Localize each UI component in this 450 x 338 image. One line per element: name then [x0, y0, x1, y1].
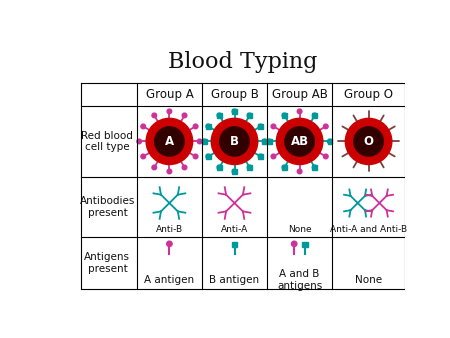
Circle shape: [155, 127, 184, 156]
Text: A: A: [165, 135, 174, 148]
FancyBboxPatch shape: [262, 139, 267, 144]
Circle shape: [312, 113, 317, 118]
Text: Antigens
present: Antigens present: [85, 252, 130, 274]
FancyBboxPatch shape: [258, 154, 263, 159]
Circle shape: [206, 154, 211, 159]
Circle shape: [167, 169, 172, 174]
FancyBboxPatch shape: [202, 139, 207, 144]
Circle shape: [232, 109, 237, 114]
Circle shape: [197, 139, 202, 144]
Circle shape: [324, 124, 328, 129]
Circle shape: [152, 113, 157, 118]
Circle shape: [267, 139, 272, 144]
FancyBboxPatch shape: [248, 165, 252, 170]
FancyBboxPatch shape: [302, 242, 308, 247]
Circle shape: [152, 165, 157, 170]
FancyBboxPatch shape: [232, 169, 237, 174]
Circle shape: [262, 139, 267, 144]
Circle shape: [324, 154, 328, 159]
Circle shape: [258, 124, 263, 129]
Circle shape: [193, 154, 198, 159]
Circle shape: [141, 124, 145, 129]
Circle shape: [167, 109, 172, 114]
FancyBboxPatch shape: [248, 113, 252, 118]
Text: None: None: [288, 225, 311, 234]
FancyBboxPatch shape: [217, 113, 222, 118]
Text: None: None: [355, 275, 382, 285]
Text: B antigen: B antigen: [209, 275, 260, 285]
Circle shape: [248, 113, 252, 118]
FancyBboxPatch shape: [206, 154, 211, 159]
Text: Antibodies
present: Antibodies present: [80, 196, 135, 218]
Text: Group AB: Group AB: [272, 88, 328, 101]
Circle shape: [292, 241, 297, 246]
Text: Group B: Group B: [211, 88, 258, 101]
Circle shape: [211, 118, 258, 165]
FancyBboxPatch shape: [267, 139, 272, 144]
Text: Blood Typing: Blood Typing: [168, 51, 318, 73]
Circle shape: [232, 169, 237, 174]
Text: A and B
antigens: A and B antigens: [277, 269, 322, 291]
Circle shape: [202, 139, 207, 144]
Circle shape: [282, 113, 287, 118]
FancyBboxPatch shape: [206, 124, 211, 129]
Text: O: O: [364, 135, 374, 148]
Circle shape: [282, 165, 287, 170]
Circle shape: [276, 118, 323, 165]
Circle shape: [217, 113, 222, 118]
Circle shape: [182, 113, 187, 118]
Circle shape: [258, 154, 263, 159]
FancyBboxPatch shape: [312, 113, 317, 118]
Circle shape: [193, 124, 198, 129]
Circle shape: [297, 169, 302, 174]
Circle shape: [312, 165, 317, 170]
FancyBboxPatch shape: [258, 124, 263, 129]
FancyBboxPatch shape: [328, 139, 332, 144]
Text: Anti-B: Anti-B: [156, 225, 183, 234]
Text: B: B: [230, 135, 239, 148]
FancyBboxPatch shape: [232, 109, 237, 114]
FancyBboxPatch shape: [282, 113, 287, 118]
Text: Group A: Group A: [145, 88, 194, 101]
Circle shape: [206, 124, 211, 129]
Text: A antigen: A antigen: [144, 275, 194, 285]
Circle shape: [137, 139, 141, 144]
Text: AB: AB: [291, 135, 309, 148]
Circle shape: [146, 118, 193, 165]
Text: Group O: Group O: [344, 88, 393, 101]
Text: Anti-A: Anti-A: [221, 225, 248, 234]
Circle shape: [345, 118, 392, 165]
Text: Anti-A and Anti-B: Anti-A and Anti-B: [330, 225, 407, 234]
Circle shape: [248, 165, 252, 170]
Circle shape: [141, 154, 145, 159]
Circle shape: [328, 139, 332, 144]
Circle shape: [220, 127, 249, 156]
FancyBboxPatch shape: [312, 165, 317, 170]
Circle shape: [297, 109, 302, 114]
FancyBboxPatch shape: [217, 165, 222, 170]
Circle shape: [217, 165, 222, 170]
Circle shape: [285, 127, 315, 156]
Circle shape: [271, 154, 276, 159]
Circle shape: [354, 127, 383, 156]
Circle shape: [271, 124, 276, 129]
FancyBboxPatch shape: [232, 242, 237, 247]
Text: Red blood
cell type: Red blood cell type: [81, 130, 133, 152]
Circle shape: [182, 165, 187, 170]
FancyBboxPatch shape: [282, 165, 287, 170]
Circle shape: [166, 241, 172, 246]
